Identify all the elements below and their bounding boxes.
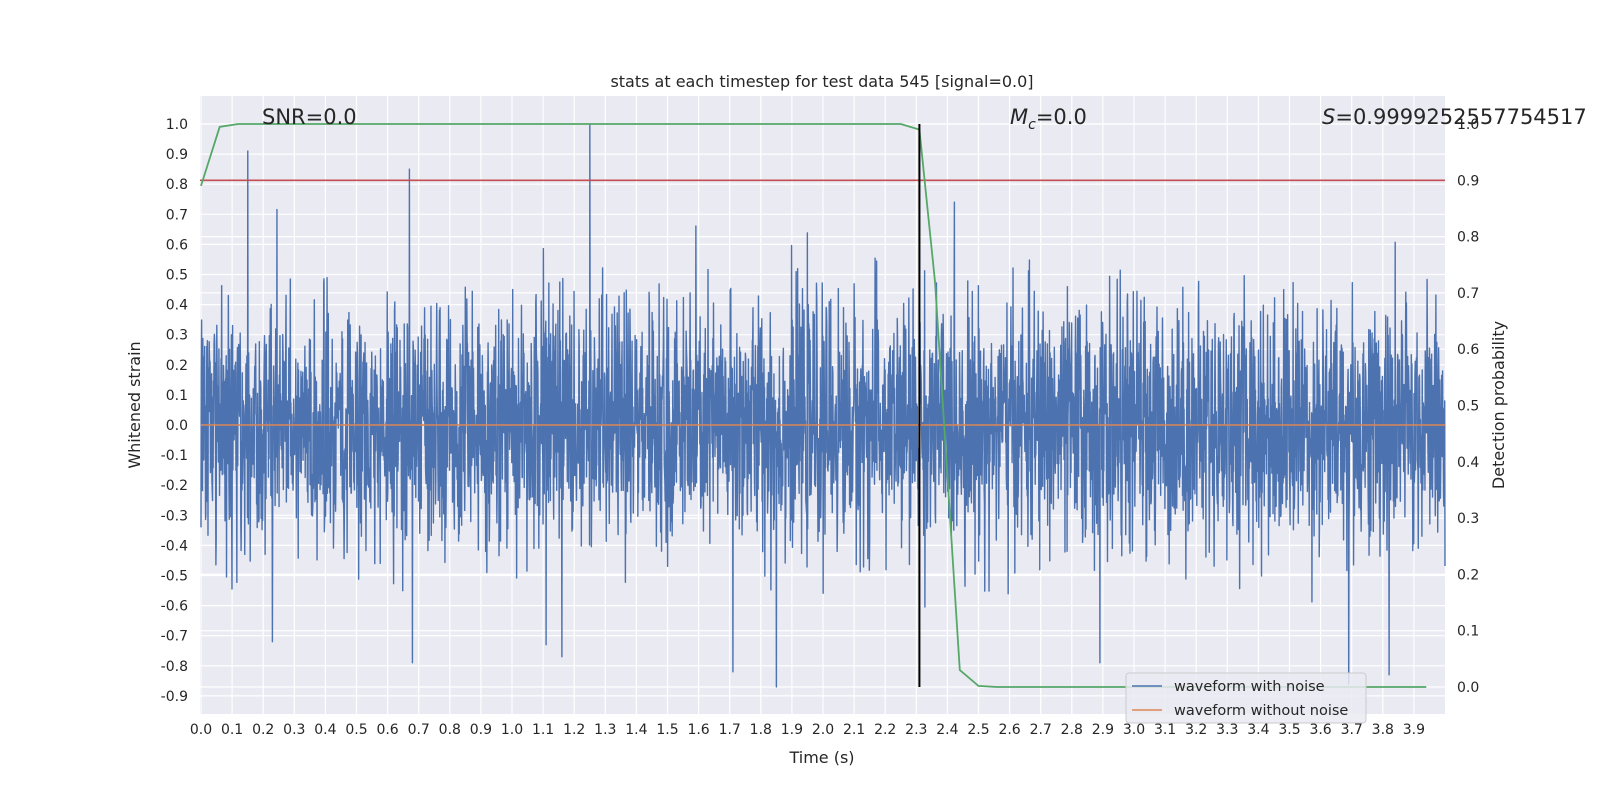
x-tick-label: 0.0 xyxy=(190,722,212,738)
y-tick-label: 0.1 xyxy=(166,388,188,404)
x-tick-label: 3.2 xyxy=(1185,722,1207,738)
x-tick-label: 2.0 xyxy=(812,722,834,738)
x-tick-label: 1.7 xyxy=(719,722,741,738)
x-tick-label: 1.8 xyxy=(750,722,772,738)
y-tick-label: -0.7 xyxy=(161,629,188,645)
y2-tick-label: 0.9 xyxy=(1457,173,1479,189)
y-tick-label: 1.0 xyxy=(166,117,188,133)
y-tick-label: 0.5 xyxy=(166,268,188,284)
y2-tick-label: 0.4 xyxy=(1457,455,1479,471)
x-tick-label: 2.1 xyxy=(843,722,865,738)
y2-tick-label: 0.8 xyxy=(1457,230,1479,246)
x-tick-label: 3.4 xyxy=(1247,722,1269,738)
y-tick-label: 0.2 xyxy=(166,358,188,374)
x-tick-label: 0.2 xyxy=(252,722,274,738)
y2-axis-label: Detection probability xyxy=(1489,321,1508,489)
legend-label-noise: waveform with noise xyxy=(1174,679,1325,695)
y-tick-label: 0.4 xyxy=(166,298,188,314)
score-symbol: S xyxy=(1322,105,1335,129)
x-tick-label: 1.5 xyxy=(656,722,678,738)
legend: waveform with noise waveform without noi… xyxy=(1125,672,1367,724)
x-tick-label: 0.9 xyxy=(470,722,492,738)
x-axis-ticks: 0.0 0.1 0.2 0.3 0.4 0.5 0.6 0.7 0.8 0.9 1.0 1.1 1.2 1… xyxy=(190,722,1425,738)
x-tick-label: 2.6 xyxy=(998,722,1020,738)
x-tick-label: 0.6 xyxy=(376,722,398,738)
x-tick-label: 2.8 xyxy=(1061,722,1083,738)
y2-tick-label: 0.5 xyxy=(1457,399,1479,415)
legend-label-clean: waveform without noise xyxy=(1174,703,1348,719)
x-tick-label: 0.5 xyxy=(345,722,367,738)
y-tick-label: -0.4 xyxy=(161,538,188,554)
legend-box xyxy=(1125,672,1367,724)
x-axis-label: Time (s) xyxy=(788,748,854,767)
y-tick-label: -0.9 xyxy=(161,689,188,705)
x-tick-label: 0.7 xyxy=(408,722,430,738)
y-tick-label: 0.9 xyxy=(166,147,188,163)
x-tick-label: 1.2 xyxy=(563,722,585,738)
x-tick-label: 2.9 xyxy=(1092,722,1114,738)
x-tick-label: 3.9 xyxy=(1403,722,1425,738)
x-tick-label: 1.4 xyxy=(625,722,647,738)
y-tick-label: 0.3 xyxy=(166,328,188,344)
x-tick-label: 3.3 xyxy=(1216,722,1238,738)
y2-tick-label: 0.6 xyxy=(1457,342,1479,358)
snr-annotation: SNR=0.0 xyxy=(262,105,357,129)
y-tick-label: -0.1 xyxy=(161,448,188,464)
x-tick-label: 2.4 xyxy=(936,722,958,738)
y2-tick-label: 0.0 xyxy=(1457,680,1479,696)
y-axis-ticks: 1.0 0.9 0.8 0.7 0.6 0.5 0.4 0.3 0.2 0.1 0.0 -0.1 -0.… xyxy=(161,117,188,705)
x-tick-label: 0.3 xyxy=(283,722,305,738)
score-annotation: S=0.9999252557754517 xyxy=(1322,105,1587,129)
x-tick-label: 3.7 xyxy=(1341,722,1363,738)
chirp-mass-subscript: c xyxy=(1028,117,1036,133)
x-tick-label: 3.8 xyxy=(1372,722,1394,738)
y-tick-label: 0.0 xyxy=(166,418,188,434)
y2-axis-ticks: 1.0 0.9 0.8 0.7 0.6 0.5 0.4 0.3 0.2 0.1 0.0 xyxy=(1457,117,1479,696)
y-axis-label: Whitened strain xyxy=(125,341,144,468)
y2-tick-label: 0.7 xyxy=(1457,286,1479,302)
x-tick-label: 2.5 xyxy=(967,722,989,738)
y-tick-label: -0.5 xyxy=(161,569,188,585)
y-tick-label: -0.8 xyxy=(161,659,188,675)
x-tick-label: 0.8 xyxy=(439,722,461,738)
y2-tick-label: 0.3 xyxy=(1457,511,1479,527)
y-tick-label: -0.6 xyxy=(161,599,188,615)
x-tick-label: 2.2 xyxy=(874,722,896,738)
y-tick-label: 0.7 xyxy=(166,207,188,223)
x-tick-label: 1.0 xyxy=(501,722,523,738)
x-tick-label: 1.1 xyxy=(532,722,554,738)
y-tick-label: 0.8 xyxy=(166,177,188,193)
y-tick-label: 0.6 xyxy=(166,237,188,253)
x-tick-label: 1.9 xyxy=(781,722,803,738)
x-tick-label: 3.5 xyxy=(1278,722,1300,738)
y2-tick-label: 1.0 xyxy=(1457,117,1479,133)
chirp-mass-value: =0.0 xyxy=(1036,105,1087,129)
x-tick-label: 0.4 xyxy=(314,722,336,738)
chart-title: stats at each timestep for test data 545… xyxy=(610,72,1033,91)
score-value: =0.9999252557754517 xyxy=(1335,105,1586,129)
x-tick-label: 1.3 xyxy=(594,722,616,738)
series-waveform-with-noise xyxy=(200,123,1446,688)
y-tick-label: -0.3 xyxy=(161,508,188,524)
x-tick-label: 3.0 xyxy=(1123,722,1145,738)
y2-tick-label: 0.1 xyxy=(1457,624,1479,640)
noise-waveform-line xyxy=(200,123,1446,688)
y2-tick-label: 0.2 xyxy=(1457,567,1479,583)
x-tick-label: 3.6 xyxy=(1309,722,1331,738)
chirp-mass-annotation: Mc=0.0 xyxy=(1010,105,1087,133)
x-tick-label: 1.6 xyxy=(687,722,709,738)
x-tick-label: 0.1 xyxy=(221,722,243,738)
x-tick-label: 2.7 xyxy=(1030,722,1052,738)
x-tick-label: 3.1 xyxy=(1154,722,1176,738)
chirp-mass-symbol: M xyxy=(1010,105,1028,129)
x-tick-label: 2.3 xyxy=(905,722,927,738)
y-tick-label: -0.2 xyxy=(161,478,188,494)
